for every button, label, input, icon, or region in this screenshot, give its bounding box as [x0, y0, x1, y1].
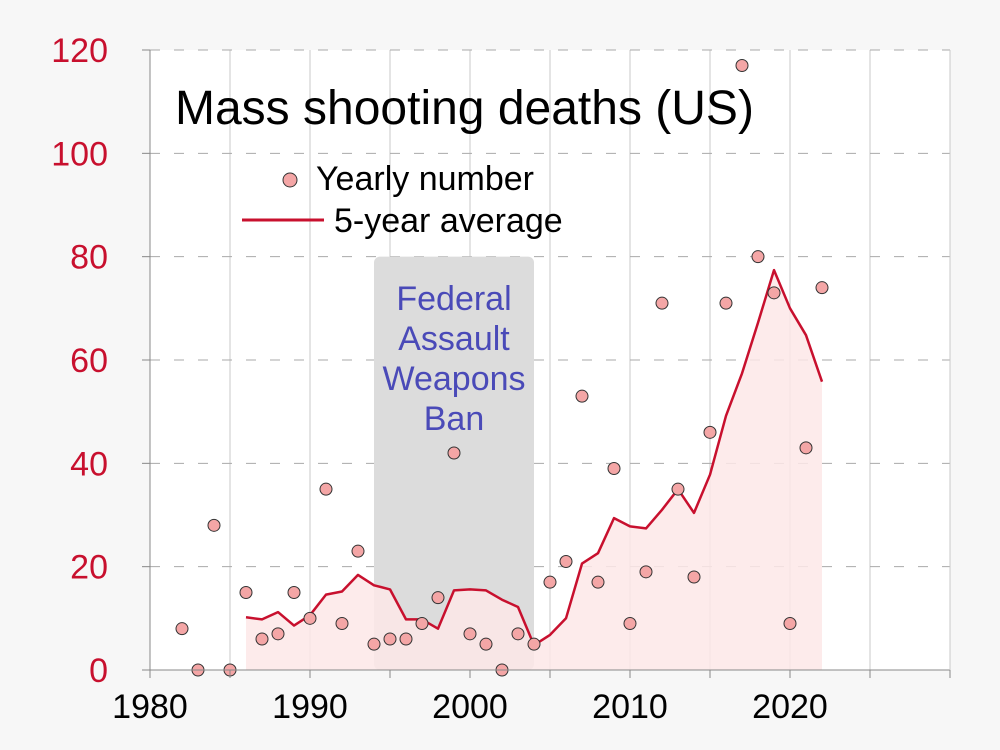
ban-label-line: Assault — [398, 320, 510, 358]
data-point — [399, 632, 413, 646]
data-point — [367, 637, 381, 651]
data-point — [799, 441, 813, 455]
y-tick-label: 60 — [70, 342, 108, 380]
data-point — [671, 482, 685, 496]
data-point — [703, 425, 717, 439]
data-point — [463, 627, 477, 641]
x-tick-label: 1990 — [272, 688, 348, 726]
data-point — [303, 611, 317, 625]
chart-title: Mass shooting deaths (US) — [175, 82, 754, 135]
legend-marker-yearly — [282, 172, 298, 188]
data-point — [479, 637, 493, 651]
data-point — [623, 617, 637, 630]
legend-label-average: 5-year average — [334, 202, 563, 240]
data-point — [271, 627, 285, 641]
y-tick-label: 0 — [89, 652, 108, 690]
yearly-points — [175, 59, 829, 677]
data-point — [319, 482, 333, 496]
y-tick-label: 40 — [70, 445, 108, 483]
data-point — [575, 389, 589, 403]
data-point — [767, 286, 781, 300]
data-point — [687, 570, 701, 584]
ban-label-line: Ban — [424, 400, 485, 438]
data-point — [351, 544, 365, 558]
data-point — [735, 59, 749, 72]
data-point — [511, 627, 525, 641]
data-point — [239, 586, 253, 599]
data-point — [447, 446, 461, 460]
data-point — [255, 632, 269, 646]
data-point — [655, 296, 669, 310]
x-tick-label: 2010 — [592, 688, 668, 726]
y-tick-label: 120 — [51, 32, 108, 70]
data-point — [207, 518, 221, 532]
data-point — [815, 281, 829, 295]
data-point — [639, 565, 653, 579]
data-point — [719, 296, 733, 310]
data-point — [431, 591, 445, 605]
data-point — [335, 617, 349, 630]
legend-label-yearly: Yearly number — [316, 160, 534, 198]
labels: Mass shooting deaths (US) Yearly number … — [175, 82, 754, 240]
data-point — [559, 555, 573, 568]
x-tick-label: 2000 — [432, 688, 508, 726]
y-tick-label: 20 — [70, 549, 108, 587]
ban-region-box — [374, 256, 534, 670]
data-point — [527, 637, 541, 651]
average-area — [246, 270, 822, 670]
average-fill-area — [246, 270, 822, 670]
axes: 0 20 40 60 80 100 120 1980 1990 2000 2010 2020 — [51, 32, 951, 726]
data-point — [175, 622, 189, 636]
y-tick-label: 80 — [70, 239, 108, 277]
ban-label-line: Federal — [396, 280, 511, 318]
ban-label-line: Weapons — [382, 360, 525, 398]
data-point — [415, 617, 429, 630]
y-tick-label: 100 — [51, 135, 108, 173]
data-point — [591, 575, 605, 589]
data-point — [543, 575, 557, 589]
data-point — [287, 586, 301, 599]
data-point — [783, 617, 797, 630]
x-tick-label: 1980 — [112, 688, 188, 726]
data-point — [607, 462, 621, 475]
x-tick-label: 2020 — [752, 688, 828, 726]
data-point — [751, 250, 765, 264]
data-point — [383, 632, 397, 646]
